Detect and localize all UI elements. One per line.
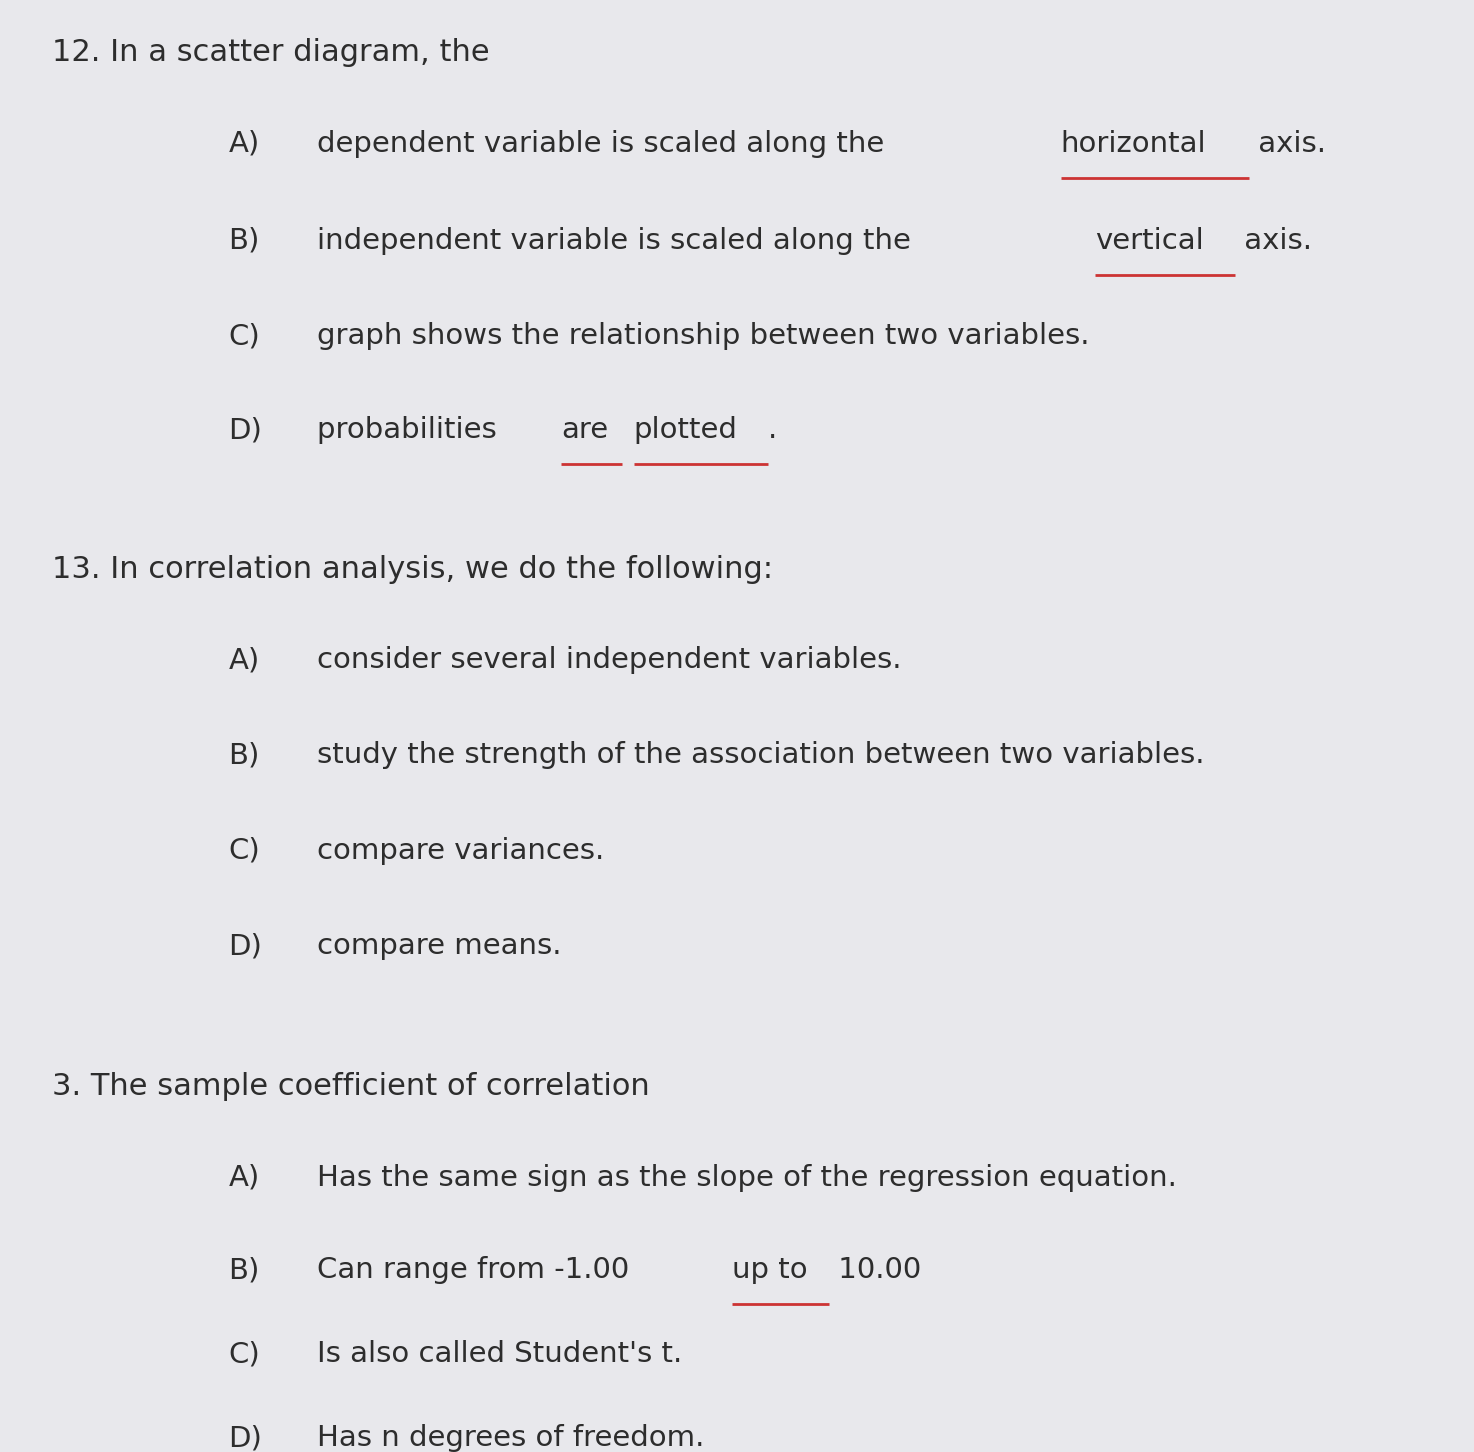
Text: A): A) bbox=[228, 646, 259, 674]
Text: are: are bbox=[560, 417, 607, 444]
Text: independent variable is scaled along the: independent variable is scaled along the bbox=[317, 227, 920, 254]
Text: Has n degrees of freedom.: Has n degrees of freedom. bbox=[317, 1424, 705, 1452]
Text: axis.: axis. bbox=[1248, 129, 1325, 158]
Text: B): B) bbox=[228, 742, 259, 770]
Text: up to: up to bbox=[731, 1256, 808, 1284]
Text: study the strength of the association between two variables.: study the strength of the association be… bbox=[317, 742, 1204, 770]
Text: A): A) bbox=[228, 1163, 259, 1192]
Text: compare means.: compare means. bbox=[317, 932, 562, 960]
Text: axis.: axis. bbox=[1235, 227, 1312, 254]
Text: dependent variable is scaled along the: dependent variable is scaled along the bbox=[317, 129, 893, 158]
Text: compare variances.: compare variances. bbox=[317, 836, 604, 865]
Text: horizontal: horizontal bbox=[1061, 129, 1206, 158]
Text: Is also called Student's t.: Is also called Student's t. bbox=[317, 1340, 682, 1368]
Text: 13. In correlation analysis, we do the following:: 13. In correlation analysis, we do the f… bbox=[52, 556, 772, 584]
Text: C): C) bbox=[228, 1340, 261, 1368]
Text: plotted: plotted bbox=[634, 417, 737, 444]
Text: Has the same sign as the slope of the regression equation.: Has the same sign as the slope of the re… bbox=[317, 1163, 1176, 1192]
Text: A): A) bbox=[228, 129, 259, 158]
Text: D): D) bbox=[228, 932, 262, 960]
Text: graph shows the relationship between two variables.: graph shows the relationship between two… bbox=[317, 322, 1089, 350]
Text: D): D) bbox=[228, 1424, 262, 1452]
Text: D): D) bbox=[228, 417, 262, 444]
Text: C): C) bbox=[228, 322, 261, 350]
Text: B): B) bbox=[228, 1256, 259, 1284]
Text: consider several independent variables.: consider several independent variables. bbox=[317, 646, 902, 674]
Text: 10.00: 10.00 bbox=[830, 1256, 921, 1284]
Text: 3. The sample coefficient of correlation: 3. The sample coefficient of correlation bbox=[52, 1072, 650, 1101]
Text: 12. In a scatter diagram, the: 12. In a scatter diagram, the bbox=[52, 38, 489, 67]
Text: .: . bbox=[768, 417, 777, 444]
Text: probabilities: probabilities bbox=[317, 417, 506, 444]
Text: Can range from -1.00: Can range from -1.00 bbox=[317, 1256, 638, 1284]
Text: C): C) bbox=[228, 836, 261, 865]
Text: vertical: vertical bbox=[1095, 227, 1204, 254]
Text: B): B) bbox=[228, 227, 259, 254]
